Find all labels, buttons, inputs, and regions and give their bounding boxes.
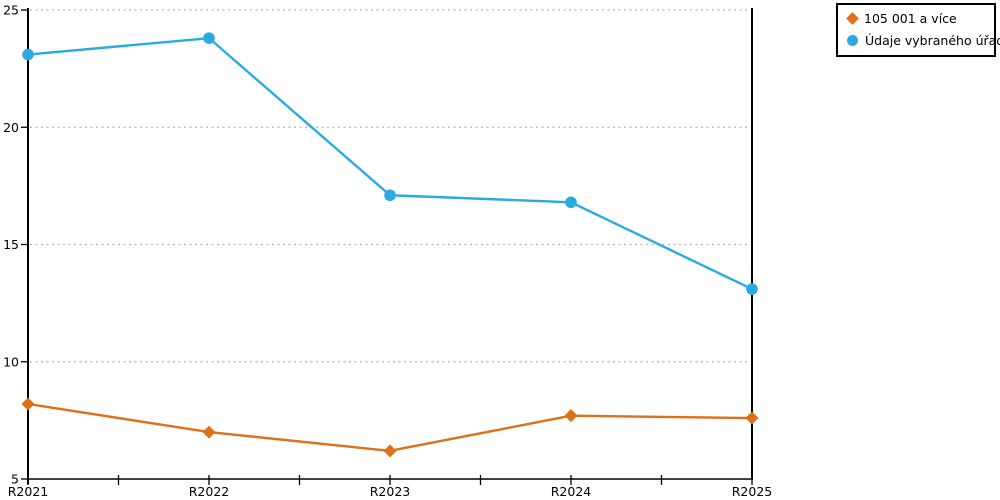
x-tick-label: R2021 bbox=[8, 484, 49, 499]
y-axis-ticks: 5 10 15 20 25 bbox=[3, 3, 29, 487]
data-point-circle bbox=[565, 196, 577, 209]
data-point-circle bbox=[22, 48, 34, 61]
series-circle bbox=[22, 32, 758, 295]
axes bbox=[27, 8, 753, 484]
y-tick-label: 5 bbox=[11, 472, 19, 487]
y-tick-label: 10 bbox=[3, 354, 19, 369]
x-tick-label: R2023 bbox=[370, 484, 411, 499]
chart-legend: 105 001 a více Údaje vybraného úřadu bbox=[836, 3, 1000, 57]
x-tick-label: R2024 bbox=[551, 484, 592, 499]
x-axis-ticks: R2021 R2022 R2023 R2024 R2025 bbox=[8, 475, 773, 499]
y-tick-label: 25 bbox=[3, 3, 19, 18]
legend-label: Údaje vybraného úřadu bbox=[865, 33, 1000, 48]
series-diamond bbox=[21, 397, 759, 458]
data-point-circle bbox=[746, 283, 758, 295]
data-point-circle bbox=[203, 32, 215, 44]
data-point-diamond bbox=[564, 409, 578, 423]
x-tick-label: R2022 bbox=[189, 484, 230, 499]
gridlines bbox=[30, 9, 749, 363]
x-tick-label: R2025 bbox=[732, 484, 773, 499]
data-point-diamond bbox=[21, 397, 35, 411]
circle-marker-icon bbox=[847, 35, 858, 46]
y-tick-label: 15 bbox=[3, 237, 19, 252]
diamond-marker-icon bbox=[846, 12, 859, 25]
y-tick-label: 20 bbox=[3, 120, 19, 135]
legend-label: 105 001 a více bbox=[864, 11, 957, 26]
legend-item-105001-a-vice: 105 001 a více bbox=[846, 11, 986, 26]
legend-item-udaje-vybraneho-uradu: Údaje vybraného úřadu bbox=[847, 33, 1000, 48]
data-point-diamond bbox=[383, 444, 397, 458]
data-point-circle bbox=[384, 189, 396, 202]
data-point-diamond bbox=[202, 425, 216, 439]
data-point-diamond bbox=[745, 411, 759, 425]
